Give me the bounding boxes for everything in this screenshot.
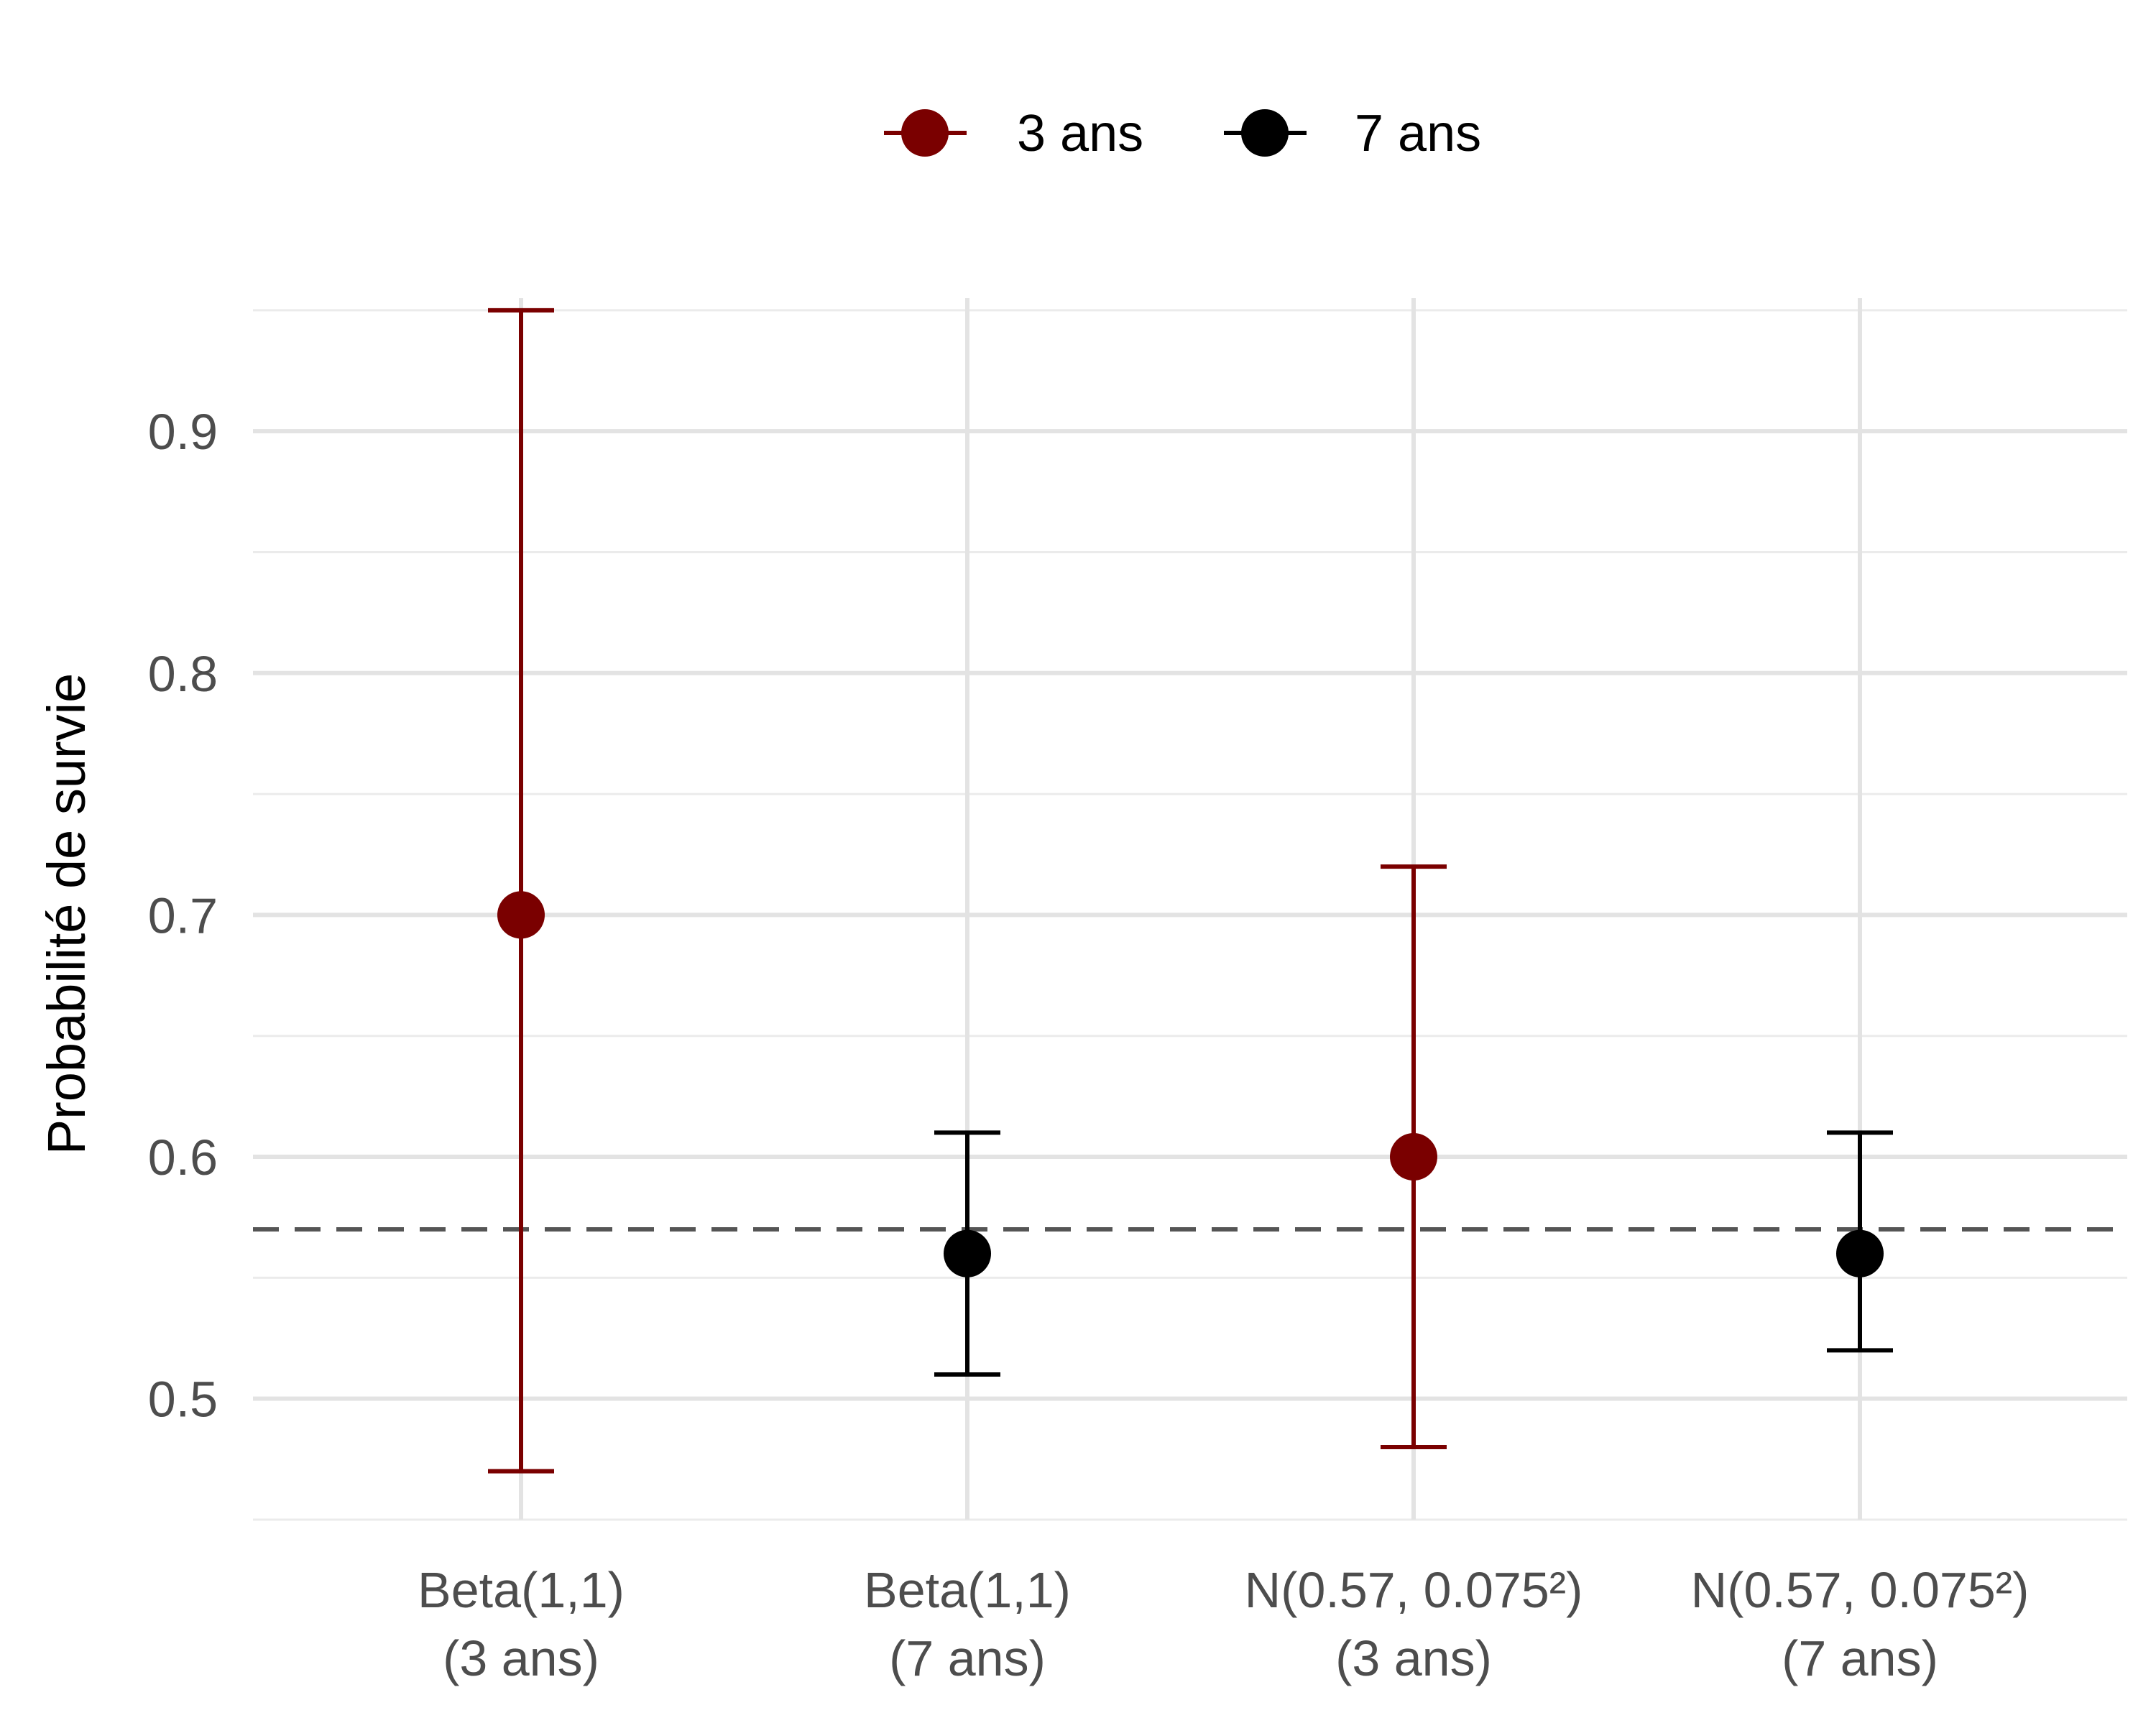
y-tick-label: 0.5 (148, 1372, 218, 1428)
legend-key-point (901, 109, 949, 157)
x-tick-label: Beta(1,1) (864, 1562, 1071, 1618)
x-tick-label: (7 ans) (889, 1630, 1046, 1686)
legend-label: 7 ans (1355, 105, 1481, 162)
x-tick-label: (3 ans) (1335, 1630, 1492, 1686)
y-tick-label: 0.8 (148, 646, 218, 702)
marks-layer (488, 308, 1893, 1474)
x-tick-label: Beta(1,1) (418, 1562, 625, 1618)
x-tick-label: N(0.57, 0.075²) (1245, 1562, 1583, 1618)
y-tick-label: 0.9 (148, 404, 218, 460)
y-axis-label: Probabilité de survie (37, 673, 96, 1155)
y-tick-label: 0.7 (148, 887, 218, 943)
legend-key-point (1241, 109, 1289, 157)
point-estimate (1836, 1229, 1884, 1277)
x-tick-label: (7 ans) (1782, 1630, 1938, 1686)
axis-layer: 0.5 0.6 0.7 0.8 0.9 Beta(1,1) (3 ans) Beta(1,1)… (148, 404, 2030, 1686)
point-estimate (497, 891, 545, 939)
legend-label: 3 ans (1017, 105, 1143, 162)
point-estimate (944, 1229, 991, 1277)
x-tick-label: (3 ans) (443, 1630, 599, 1686)
y-tick-label: 0.6 (148, 1129, 218, 1186)
point-estimate (1390, 1133, 1437, 1181)
legend: 3 ans 7 ans (884, 105, 1481, 162)
x-tick-label: N(0.57, 0.075²) (1691, 1562, 2030, 1618)
